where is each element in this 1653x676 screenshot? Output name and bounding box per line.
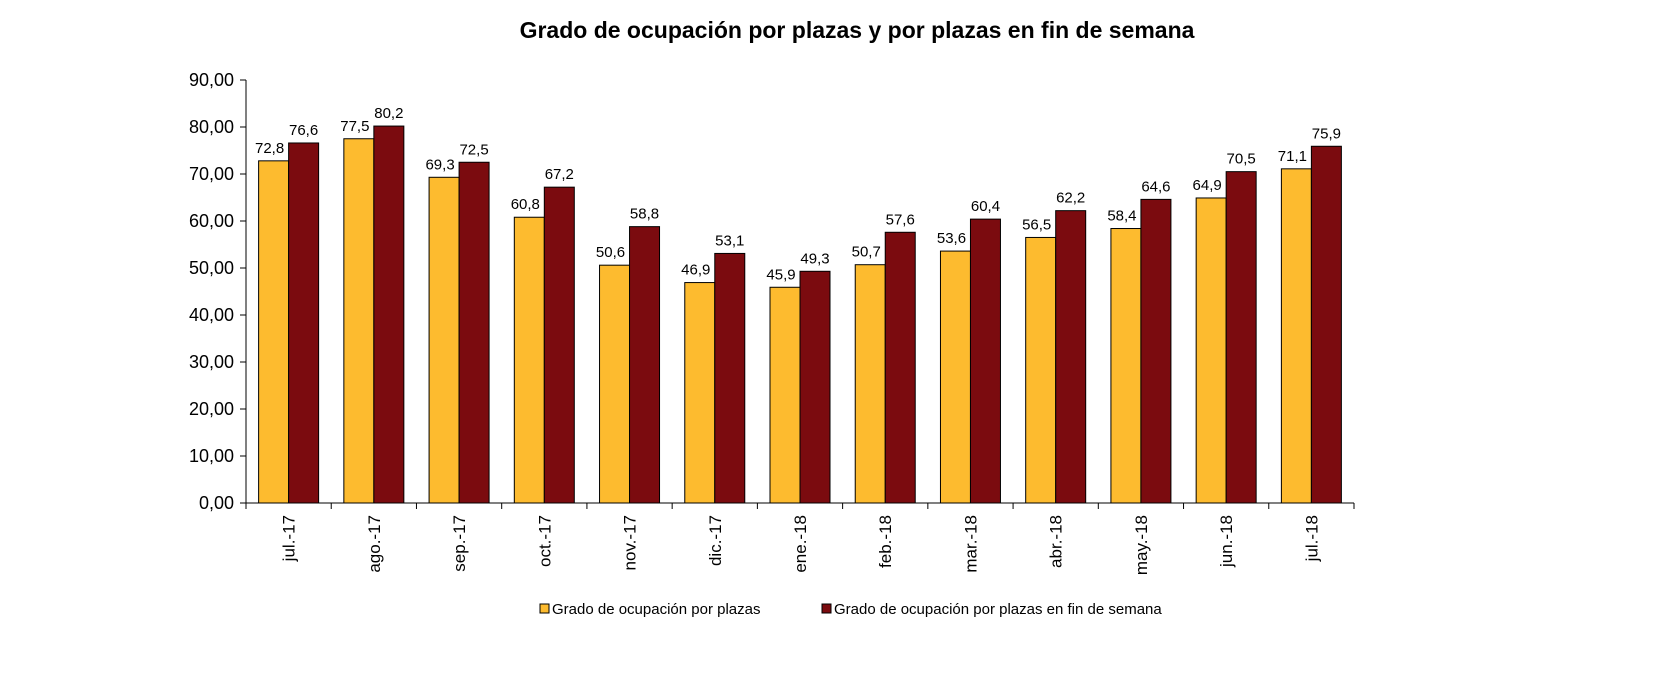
data-label: 56,5 [1022, 216, 1051, 233]
data-label: 80,2 [374, 105, 403, 122]
x-tick-label: dic.-17 [706, 515, 725, 566]
x-tick-label: sep.-17 [450, 515, 469, 572]
data-label: 45,9 [766, 266, 795, 283]
bar-ocupacion-plazas [258, 160, 290, 504]
data-label: 46,9 [681, 262, 710, 279]
bar-ocupacion-plazas [428, 176, 460, 504]
bar-ocupacion-fin-semana [373, 125, 405, 504]
data-label: 77,5 [340, 118, 369, 135]
bar-ocupacion-plazas [684, 282, 716, 504]
data-labels: 72,8 76,6 77,5 80,2 69,3 72,5 60,8 67,2 50,6 58,8… [255, 105, 1341, 283]
y-tick-label: 70,00 [189, 164, 234, 184]
x-tick-label: feb.-18 [876, 515, 895, 568]
legend: Grado de ocupación por plazas Grado de oc… [539, 601, 1162, 618]
bar-ocupacion-plazas [1110, 228, 1142, 504]
y-tick-label: 40,00 [189, 305, 234, 325]
bar-ocupacion-plazas [854, 264, 886, 504]
x-tick-label: mar.-18 [961, 515, 980, 573]
bar-ocupacion-plazas [1280, 168, 1312, 504]
data-label: 58,8 [630, 206, 659, 223]
x-tick-label: jul.-17 [280, 515, 299, 562]
data-label: 75,9 [1312, 125, 1341, 142]
bar-ocupacion-plazas [1025, 236, 1057, 504]
legend-label: Grado de ocupación por plazas [552, 601, 760, 618]
chart-title: Grado de ocupación por plazas y por plaz… [520, 17, 1195, 43]
bar-ocupacion-fin-semana [884, 231, 916, 504]
data-label: 57,6 [886, 211, 915, 228]
data-label: 72,5 [459, 141, 488, 158]
data-label: 53,1 [715, 232, 744, 249]
bar-ocupacion-fin-semana [1310, 145, 1342, 504]
data-label: 64,6 [1141, 178, 1170, 195]
bar-ocupacion-fin-semana [458, 161, 490, 504]
data-label: 72,8 [255, 140, 284, 157]
bar-ocupacion-fin-semana [1225, 171, 1257, 504]
data-label: 67,2 [545, 166, 574, 183]
x-tick-label: may.-18 [1132, 515, 1151, 575]
bar-ocupacion-plazas [513, 216, 545, 504]
bar-ocupacion-fin-semana [1140, 198, 1172, 504]
x-tick-label: ago.-17 [365, 515, 384, 573]
bar-ocupacion-fin-semana [543, 186, 575, 504]
bar-ocupacion-plazas [1195, 197, 1227, 504]
bar-ocupacion-fin-semana [1055, 210, 1087, 504]
x-tick-label: ene.-18 [791, 515, 810, 573]
data-label: 70,5 [1227, 151, 1256, 168]
data-label: 49,3 [800, 250, 829, 267]
legend-label: Grado de ocupación por plazas en fin de … [834, 601, 1162, 618]
bar-ocupacion-fin-semana [714, 252, 746, 504]
bar-ocupacion-plazas [769, 286, 801, 504]
data-label: 62,2 [1056, 190, 1085, 207]
data-label: 60,8 [511, 196, 540, 213]
data-label: 60,4 [971, 198, 1000, 215]
bar-ocupacion-plazas [939, 250, 971, 504]
y-tick-label: 50,00 [189, 258, 234, 278]
x-tick-label: oct.-17 [535, 515, 554, 567]
x-tick-label: abr.-18 [1047, 515, 1066, 568]
y-tick-label: 60,00 [189, 211, 234, 231]
y-tick-label: 20,00 [189, 399, 234, 419]
x-tick-label: jun.-18 [1217, 515, 1236, 568]
bar-ocupacion-plazas [343, 138, 375, 504]
data-label: 58,4 [1107, 208, 1136, 225]
data-label: 53,6 [937, 230, 966, 247]
bars [258, 125, 1342, 504]
y-tick-label: 30,00 [189, 352, 234, 372]
data-label: 64,9 [1193, 177, 1222, 194]
data-label: 69,3 [425, 156, 454, 173]
bar-ocupacion-fin-semana [288, 142, 320, 504]
y-tick-label: 10,00 [189, 446, 234, 466]
x-axis: jul.-17 ago.-17 sep.-17 oct.-17 nov.-17 dic.-… [245, 502, 1355, 575]
bar-ocupacion-fin-semana [969, 218, 1001, 504]
data-label: 76,6 [289, 122, 318, 139]
bar-ocupacion-fin-semana [799, 270, 831, 504]
x-tick-label: nov.-17 [621, 515, 640, 570]
x-tick-label: jul.-18 [1302, 515, 1321, 562]
legend-swatch [539, 603, 550, 614]
data-label: 71,1 [1278, 148, 1307, 165]
y-tick-label: 90,00 [189, 70, 234, 90]
legend-swatch [821, 603, 832, 614]
bar-ocupacion-fin-semana [629, 226, 661, 504]
bar-ocupacion-plazas [599, 264, 631, 504]
data-label: 50,7 [852, 244, 881, 261]
y-tick-label: 80,00 [189, 117, 234, 137]
data-label: 50,6 [596, 244, 625, 261]
y-tick-label: 0,00 [199, 493, 234, 513]
y-axis: 0,00 10,00 20,00 30,00 40,00 50,00 60,00 70,00 8… [189, 70, 247, 513]
